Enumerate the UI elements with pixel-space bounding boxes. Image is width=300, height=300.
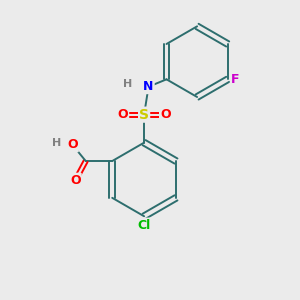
Text: S: S [139, 108, 149, 122]
Text: N: N [143, 80, 154, 93]
Text: H: H [52, 138, 61, 148]
Text: F: F [231, 73, 239, 86]
Text: O: O [160, 108, 171, 121]
Text: O: O [70, 174, 81, 187]
Text: Cl: Cl [137, 219, 151, 232]
Text: O: O [118, 108, 128, 121]
Text: H: H [123, 79, 133, 89]
Text: O: O [67, 138, 78, 151]
